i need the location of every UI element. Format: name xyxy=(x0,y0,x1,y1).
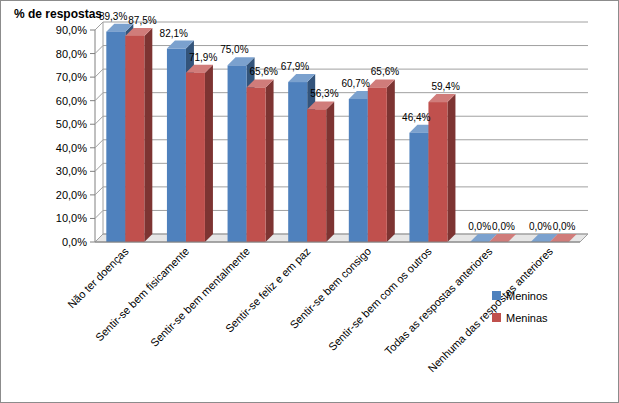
tick-label: 20,0% xyxy=(56,189,87,201)
bar xyxy=(125,36,144,242)
data-label: 82,1% xyxy=(160,28,188,39)
bar xyxy=(409,133,428,242)
tick-mark xyxy=(90,147,95,148)
data-label: 67,9% xyxy=(281,61,309,72)
bar xyxy=(307,109,326,242)
bar xyxy=(186,73,205,242)
back-wall-edge xyxy=(103,22,104,234)
bar-top xyxy=(428,94,455,102)
tick-mark xyxy=(90,171,95,172)
chart: 0,0% 10,0% 20,0% 30,0% 40,0% 50,0% 60,0% 70,0% 8… xyxy=(0,0,619,403)
category-label: Todas as respostas anteriores xyxy=(382,245,495,358)
bar-3d xyxy=(368,79,395,242)
bar-top xyxy=(307,101,334,109)
x-axis xyxy=(95,242,580,243)
tick-mark xyxy=(90,242,95,243)
bar xyxy=(349,99,368,242)
bar-top xyxy=(368,79,395,87)
legend: Meninos Meninas xyxy=(492,290,548,324)
chart-frame xyxy=(1,1,619,403)
bar-3d xyxy=(489,234,516,242)
data-label: 0,0% xyxy=(529,221,552,232)
tick-label: 10,0% xyxy=(56,212,87,224)
bar-side xyxy=(387,79,395,242)
data-label: 65,6% xyxy=(250,66,278,77)
tick-mark xyxy=(90,194,95,195)
grid xyxy=(95,22,588,242)
bar-side xyxy=(447,94,455,242)
bar-top xyxy=(489,234,516,242)
tick-label: 40,0% xyxy=(56,142,87,154)
data-label: 75,0% xyxy=(220,44,248,55)
legend-label: Meninos xyxy=(506,290,548,302)
data-label: 46,4% xyxy=(402,112,430,123)
bar-top xyxy=(186,65,213,73)
bar-3d xyxy=(247,79,274,242)
data-label: 0,0% xyxy=(553,221,576,232)
bar-side xyxy=(326,101,334,242)
data-labels: 89,3%87,5%82,1%71,9%75,0%65,6%67,9%56,3%… xyxy=(99,11,576,232)
bar-3d xyxy=(125,28,152,242)
category-label: Não ter doenças xyxy=(65,245,131,311)
tick-mark xyxy=(90,100,95,101)
tick-label: 50,0% xyxy=(56,118,87,130)
data-label: 65,6% xyxy=(371,66,399,77)
bar xyxy=(106,32,125,242)
bars xyxy=(106,24,576,242)
bar xyxy=(167,49,186,242)
data-label: 56,3% xyxy=(310,88,338,99)
y-axis xyxy=(95,30,96,242)
data-label: 60,7% xyxy=(341,78,369,89)
bar-side xyxy=(205,65,213,242)
category-label: Sentir-se bem mentalmente xyxy=(148,245,252,349)
data-label: 59,4% xyxy=(431,81,459,92)
bar-3d xyxy=(428,94,455,242)
tick-mark xyxy=(90,53,95,54)
data-label: 0,0% xyxy=(492,221,515,232)
tick-mark xyxy=(90,218,95,219)
bar-top xyxy=(125,28,152,36)
bar xyxy=(247,87,266,242)
legend-label: Meninas xyxy=(506,312,548,324)
bar-side xyxy=(266,79,274,242)
tick-label: 90,0% xyxy=(56,24,87,36)
tick-mark xyxy=(90,77,95,78)
axis-label: % de respostas xyxy=(14,7,102,21)
bar-top xyxy=(167,41,194,49)
bar xyxy=(228,65,247,242)
bar xyxy=(288,82,307,242)
bar-top xyxy=(288,74,315,82)
legend-swatch xyxy=(492,291,501,300)
bar-3d xyxy=(550,234,577,242)
tick-label: 80,0% xyxy=(56,48,87,60)
page: {"chart_data": { "type": "bar", "y_label… xyxy=(0,0,619,403)
tick-mark xyxy=(90,124,95,125)
bar xyxy=(428,102,447,242)
tick-mark xyxy=(90,30,95,31)
bar-side xyxy=(144,28,152,242)
data-label: 71,9% xyxy=(189,52,217,63)
bar-top xyxy=(228,57,255,65)
tick-label: 0,0% xyxy=(62,236,87,248)
bar-top xyxy=(550,234,577,242)
tick-label: 70,0% xyxy=(56,71,87,83)
bar xyxy=(368,87,387,242)
data-label: 87,5% xyxy=(128,15,156,26)
bar-3d xyxy=(186,65,213,242)
category-label: Sentir-se bem com os outros xyxy=(326,245,434,353)
tick-label: 30,0% xyxy=(56,165,87,177)
data-label: 89,3% xyxy=(99,11,127,22)
data-label: 0,0% xyxy=(468,221,491,232)
legend-swatch xyxy=(492,313,501,322)
bar-3d xyxy=(307,101,334,242)
tick-label: 60,0% xyxy=(56,95,87,107)
category-label: Nenhuma das respostas anteriores xyxy=(426,245,556,375)
bar-top xyxy=(247,79,274,87)
